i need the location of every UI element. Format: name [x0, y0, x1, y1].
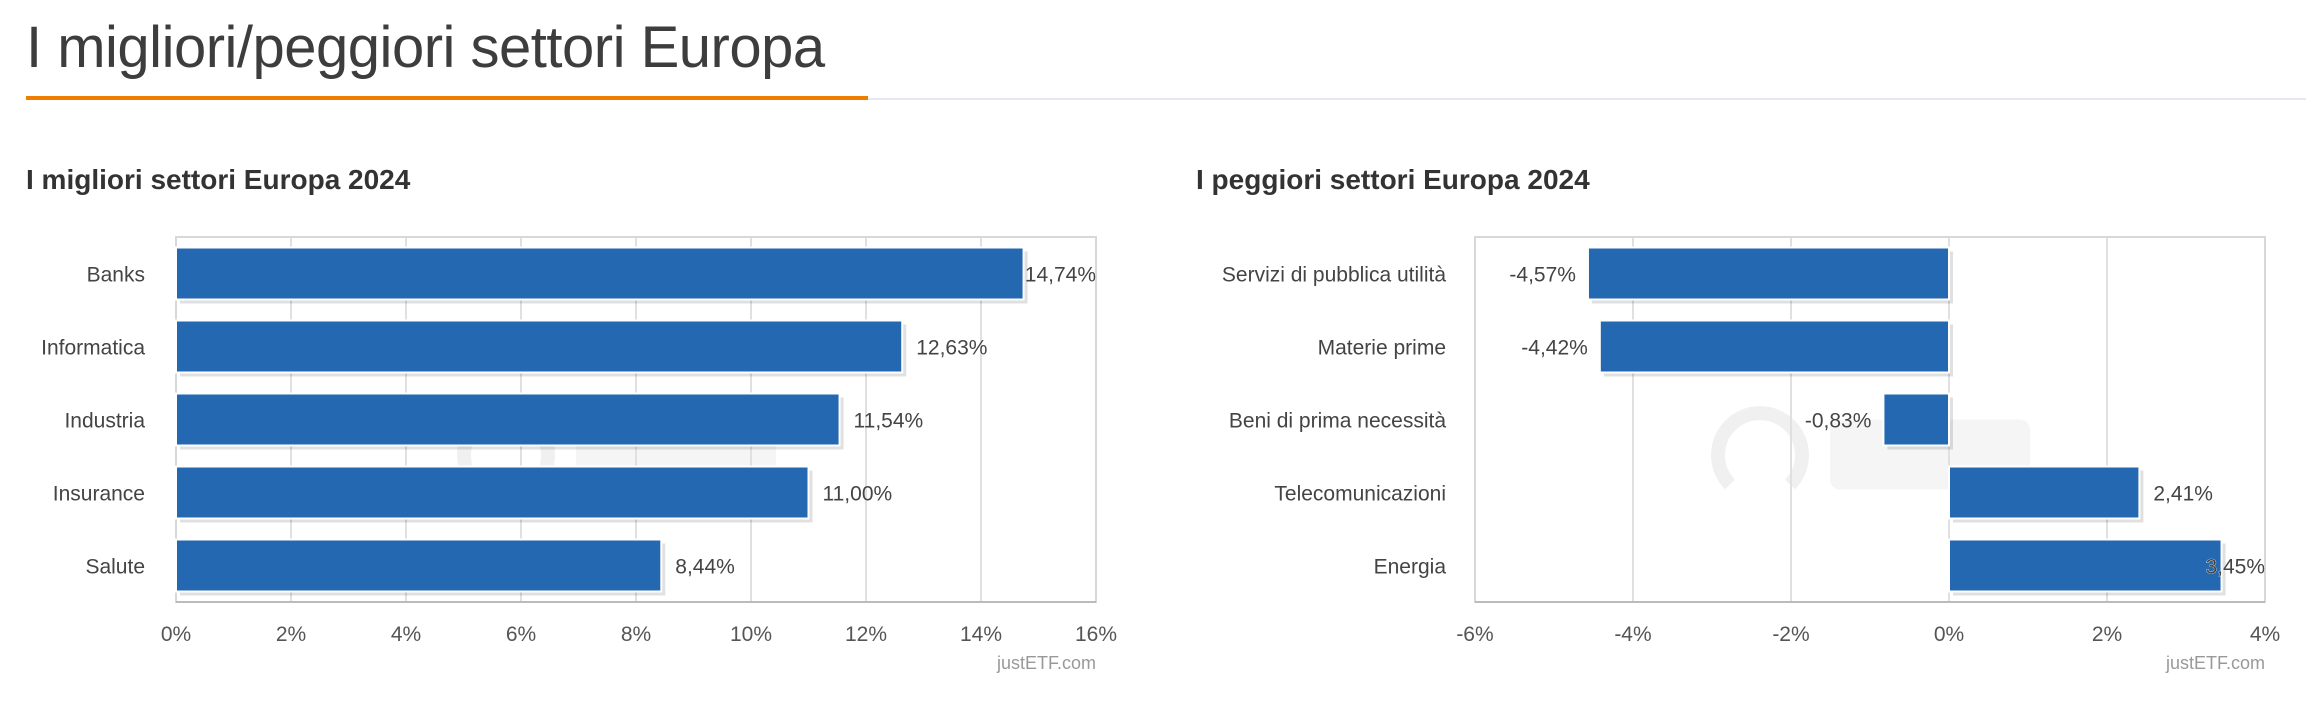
data-label: -0,83%: [1805, 410, 1872, 433]
data-label: -4,57%: [1509, 264, 1576, 287]
bar: [175, 246, 1025, 301]
bar: [1948, 538, 2223, 593]
x-tick-label: 10%: [730, 623, 772, 646]
category-label: Energia: [1374, 556, 1447, 579]
page-title: I migliori/peggiori settori Europa: [26, 15, 825, 80]
bar: [175, 465, 810, 520]
x-tick-label: 4%: [2250, 623, 2280, 646]
watermark-logo-icon: [1711, 406, 1809, 490]
x-tick-label: 16%: [1075, 623, 1117, 646]
bar: [175, 319, 904, 374]
x-tick-label: 2%: [2092, 623, 2122, 646]
x-tick-label: -2%: [1772, 623, 1809, 646]
bar: [1948, 465, 2141, 520]
title-divider: [26, 98, 2306, 100]
x-tick-label: 4%: [391, 623, 421, 646]
x-tick-label: 0%: [1934, 623, 1964, 646]
category-label: Insurance: [53, 483, 145, 506]
category-label: Informatica: [41, 337, 145, 360]
data-label: 12,63%: [916, 337, 987, 360]
x-tick-label: -6%: [1456, 623, 1493, 646]
data-label: 8,44%: [675, 556, 735, 579]
credit-label: justETF.com: [2165, 653, 2265, 673]
category-label: Servizi di pubblica utilità: [1222, 264, 1446, 287]
x-tick-label: 0%: [161, 623, 191, 646]
category-label: Materie prime: [1318, 337, 1446, 360]
x-tick-label: -4%: [1614, 623, 1651, 646]
x-tick-label: 6%: [506, 623, 536, 646]
worst-sectors-title: I peggiori settori Europa 2024: [1196, 164, 1590, 195]
category-label: Banks: [87, 264, 145, 287]
x-tick-label: 12%: [845, 623, 887, 646]
bar: [1598, 319, 1950, 374]
bar: [175, 392, 841, 447]
data-label: 3,45%: [2205, 556, 2265, 579]
best-sectors-title: I migliori settori Europa 2024: [26, 164, 411, 195]
bar: [1882, 392, 1951, 447]
title-accent-underline: [26, 96, 868, 100]
category-label: Telecomunicazioni: [1274, 483, 1446, 506]
bar: [1586, 246, 1950, 301]
data-label: 2,41%: [2153, 483, 2213, 506]
x-tick-label: 8%: [621, 623, 651, 646]
data-label: -4,42%: [1521, 337, 1588, 360]
bar: [175, 538, 663, 593]
category-label: Industria: [64, 410, 145, 433]
data-label: 11,00%: [823, 483, 893, 506]
category-label: Salute: [85, 556, 145, 579]
category-label: Beni di prima necessità: [1229, 410, 1446, 433]
credit-label: justETF.com: [996, 653, 1096, 673]
x-tick-label: 14%: [960, 623, 1002, 646]
data-label: 11,54%: [854, 410, 924, 433]
x-tick-label: 2%: [276, 623, 306, 646]
data-label: 14,74%: [1025, 264, 1096, 287]
